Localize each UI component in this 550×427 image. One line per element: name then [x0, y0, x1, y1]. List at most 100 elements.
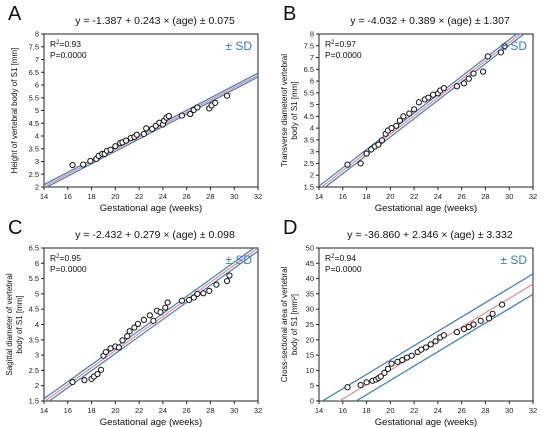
data-point: [411, 106, 418, 113]
data-point: [357, 381, 364, 389]
data-point: [187, 110, 194, 118]
sd-lower-line: [48, 250, 258, 401]
data-point: [377, 373, 384, 380]
x-tick-label: 16: [339, 192, 347, 201]
p-value-text: P=0.0000: [325, 264, 362, 274]
sd-legend-label: ± SD: [225, 39, 252, 53]
y-tick-label: 3: [35, 157, 39, 166]
y-tick-label: 5: [310, 381, 314, 390]
data-point: [393, 122, 400, 129]
data-point: [400, 113, 407, 120]
plot-frame: [318, 33, 534, 188]
data-point: [375, 141, 382, 148]
data-point: [440, 85, 447, 92]
x-tick-label: 26: [457, 192, 465, 201]
data-point: [178, 297, 186, 304]
data-point: [432, 338, 439, 345]
x-tick-label: 26: [457, 406, 465, 415]
data-point: [223, 277, 231, 285]
y-axis-label: Sagittal diameter of vertebral: [5, 273, 14, 375]
x-tick-label: 22: [135, 406, 143, 415]
y-tick-label: 6: [35, 259, 39, 268]
panel-label: C: [8, 217, 22, 239]
data-point: [140, 130, 147, 138]
x-tick-label: 22: [410, 406, 418, 415]
panel-label: B: [283, 3, 296, 25]
data-point: [465, 323, 472, 331]
y-axis-label: body of S1 [mm²]: [290, 294, 299, 355]
y-tick-label: 7: [310, 53, 314, 62]
data-point: [344, 384, 351, 391]
data-point: [126, 328, 133, 335]
data-point: [102, 348, 109, 356]
data-point: [212, 99, 219, 106]
y-tick-label: 6: [35, 81, 39, 90]
chart-title: y = -1.387 + 0.243 × (age) ± 0.075: [75, 15, 235, 27]
data-point: [178, 112, 186, 119]
panel-label: D: [283, 217, 297, 239]
y-tick-label: 4.5: [29, 305, 39, 314]
data-point: [143, 125, 150, 132]
y-tick-label: 5.5: [29, 93, 39, 102]
data-point: [162, 304, 169, 311]
data-point: [381, 369, 388, 376]
data-point: [378, 137, 386, 144]
sd-lower-line: [45, 76, 258, 187]
x-tick-label: 30: [230, 406, 238, 415]
data-point: [453, 83, 461, 90]
data-point: [194, 104, 201, 111]
sd-lower-line: [355, 293, 533, 401]
x-tick-label: 32: [254, 406, 262, 415]
x-tick-label: 18: [362, 406, 370, 415]
x-tick-label: 20: [386, 406, 394, 415]
y-tick-label: 6.5: [29, 68, 39, 77]
data-point: [484, 53, 491, 60]
data-point: [115, 344, 123, 351]
data-point: [408, 352, 415, 359]
x-tick-label: 22: [135, 192, 143, 201]
data-point: [69, 378, 76, 386]
x-tick-label: 14: [40, 192, 48, 201]
y-tick-label: 6: [310, 77, 314, 86]
data-point: [94, 370, 101, 378]
chart-title: y = -36.860 + 2.346 × (age) ± 3.332: [347, 229, 513, 241]
data-point: [357, 160, 364, 167]
regression-line: [44, 248, 258, 401]
chart-title: y = -4.032 + 0.389 × (age) ± 1.307: [350, 15, 510, 27]
x-tick-label: 32: [529, 192, 537, 201]
p-value-text: P=0.0000: [325, 50, 362, 60]
y-tick-label: 7.5: [29, 42, 39, 51]
x-tick-label: 28: [206, 406, 214, 415]
data-point: [213, 281, 220, 288]
y-tick-label: 2: [35, 183, 39, 192]
y-tick-label: 5: [35, 289, 39, 298]
y-axis-label: body of S1 [mm]: [15, 295, 24, 353]
data-point: [399, 356, 406, 364]
x-axis-label: Gestational age (weeks): [100, 417, 202, 427]
y-tick-label: 5: [35, 106, 39, 115]
y-tick-label: 7: [35, 55, 39, 64]
data-point: [425, 94, 432, 101]
x-tick-label: 16: [339, 406, 347, 415]
data-point: [440, 332, 447, 339]
data-point: [164, 299, 171, 306]
regression-line: [320, 34, 522, 187]
data-point: [406, 110, 413, 117]
y-tick-label: 2.5: [29, 366, 39, 375]
y-axis-label: Height of vertebral body of S1 [mm]: [10, 48, 19, 174]
x-axis-label: Gestational age (weeks): [375, 417, 477, 427]
y-tick-label: 4.5: [29, 119, 39, 128]
data-point: [344, 161, 351, 168]
data-point: [396, 117, 403, 124]
y-tick-label: 3.5: [29, 335, 39, 344]
data-point: [497, 49, 504, 56]
x-tick-label: 24: [159, 406, 167, 415]
